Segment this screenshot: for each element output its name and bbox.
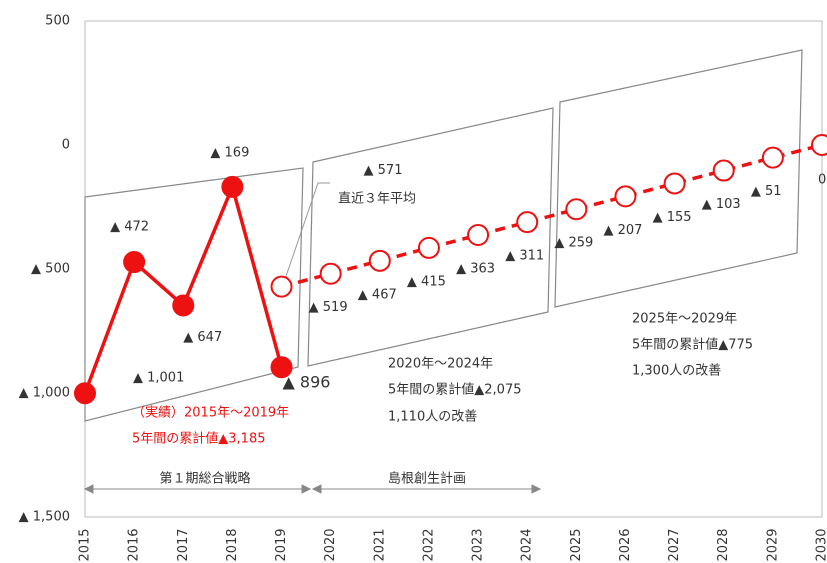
annotation: 2020年～2024年 <box>388 357 493 372</box>
box-2020 <box>307 107 554 367</box>
data-label: ▲ 207 <box>603 223 642 238</box>
marker <box>811 134 827 156</box>
data-label: ▲ 415 <box>407 274 446 289</box>
annotation: 2025年～2029年 <box>632 312 737 327</box>
x-tick-label: 2019 <box>274 528 289 561</box>
box-2025 <box>554 49 803 308</box>
marker <box>417 236 440 259</box>
x-tick-label: 2017 <box>176 528 191 561</box>
y-tick-label: ▲ 500 <box>31 262 70 277</box>
y-tick-label: ▲ 1,000 <box>19 386 70 401</box>
x-tick-label: 2023 <box>471 528 486 561</box>
data-label: ▲ 363 <box>456 262 495 277</box>
marker <box>614 185 637 208</box>
y-tick-label: 0 <box>62 138 70 153</box>
x-tick-label: 2024 <box>520 528 535 561</box>
annotation: 島根創生計画 <box>388 471 466 487</box>
data-label: ▲ 647 <box>183 330 222 345</box>
data-label: ▲ 519 <box>309 300 348 315</box>
marker <box>123 251 146 274</box>
x-tick-label: 2022 <box>421 528 436 561</box>
annotation: 直近３年平均 <box>338 192 416 207</box>
data-label: ▲ 311 <box>505 249 544 264</box>
marker <box>663 172 686 195</box>
x-tick-label: 2018 <box>225 528 240 561</box>
x-tick-label: 2027 <box>667 528 682 561</box>
data-label: ▲ 169 <box>210 145 249 160</box>
data-label: ▲ 103 <box>702 197 741 212</box>
marker <box>270 275 293 298</box>
marker <box>221 175 244 198</box>
x-tick-label: 2030 <box>815 528 827 561</box>
data-label: 0 <box>818 173 826 188</box>
annotation: 1,110人の改善 <box>388 409 477 425</box>
marker <box>516 211 539 234</box>
data-label: ▲ 1,001 <box>133 371 184 386</box>
marker <box>761 146 784 169</box>
leader-line <box>282 182 330 286</box>
marker <box>368 249 391 272</box>
marker <box>565 198 588 221</box>
marker <box>319 262 342 285</box>
annotation: 1,300人の改善 <box>632 363 721 379</box>
marker <box>467 224 490 247</box>
data-label: ▲ 467 <box>358 287 397 302</box>
data-label: ▲ 472 <box>110 220 149 235</box>
data-label: ▲ 155 <box>653 210 692 225</box>
data-label: ▲ 51 <box>751 184 782 199</box>
x-tick-label: 2028 <box>716 528 731 561</box>
annotation: 5年間の累計値▲2,075 <box>388 382 522 398</box>
marker <box>172 294 195 317</box>
data-label: ▲ 896 <box>283 373 331 392</box>
box-actual <box>84 167 304 422</box>
plan-arrows <box>83 484 542 494</box>
series-line <box>83 181 284 394</box>
annotation: （実績）2015年～2019年 <box>132 405 289 421</box>
annotation: 第１期総合戦略 <box>159 471 250 487</box>
x-tick-label: 2016 <box>127 528 142 561</box>
x-tick-label: 2026 <box>618 528 633 561</box>
data-label: ▲ 571 <box>364 163 403 178</box>
marker <box>712 159 735 182</box>
x-tick-label: 2025 <box>569 528 584 561</box>
y-tick-label: 500 <box>45 14 70 29</box>
annotation: 5年間の累計値▲775 <box>632 337 753 353</box>
annotation: 5年間の累計値▲3,185 <box>132 431 266 447</box>
x-tick-label: 2029 <box>765 528 780 561</box>
x-tick-label: 2020 <box>323 528 338 561</box>
x-tick-label: 2021 <box>372 528 387 561</box>
marker <box>74 382 96 405</box>
marker <box>270 356 293 379</box>
x-tick-label: 2015 <box>78 528 93 561</box>
y-tick-label: ▲ 1,500 <box>19 510 70 525</box>
data-label: ▲ 259 <box>554 236 593 251</box>
